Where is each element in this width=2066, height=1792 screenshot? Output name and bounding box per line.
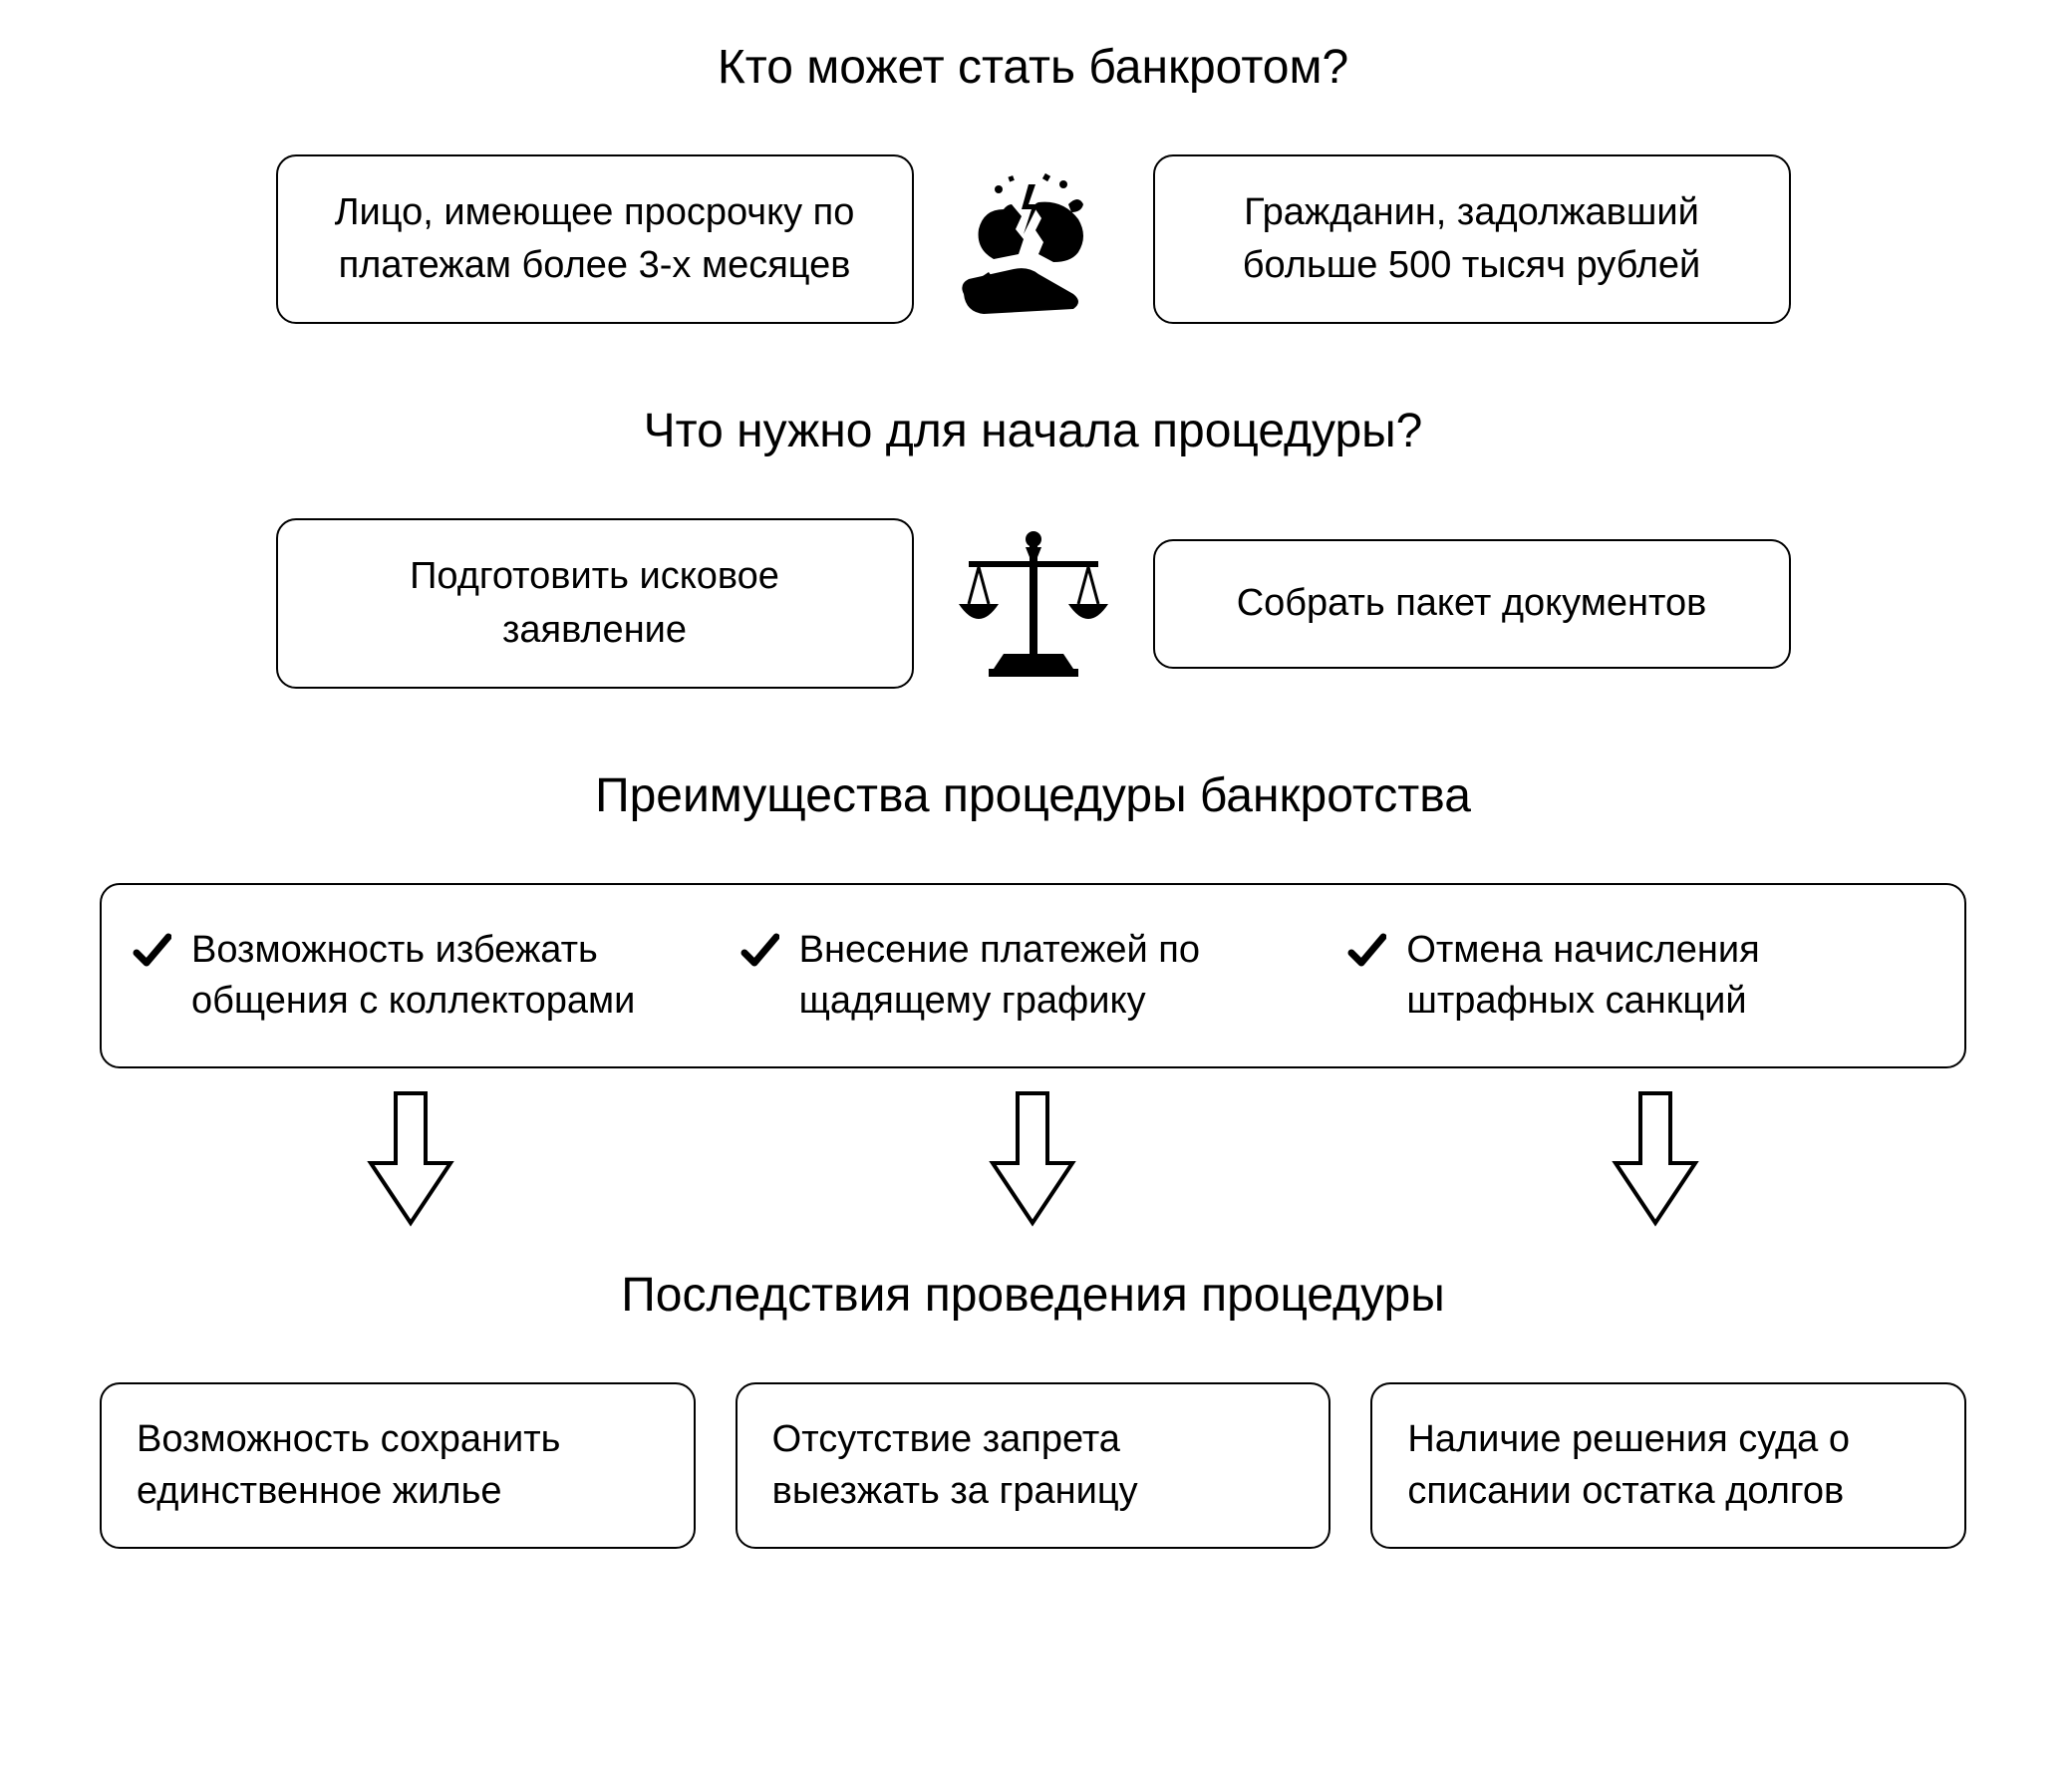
arrow-down-icon xyxy=(361,1088,460,1228)
consequence-text-2: Отсутствие запрета выезжать за границу xyxy=(772,1414,1295,1517)
check-icon xyxy=(1346,931,1386,971)
check-icon xyxy=(739,931,779,971)
section-who-can-bankrupt: Кто может стать банкротом? Лицо, имеющее… xyxy=(60,40,2006,324)
consequence-text-1: Возможность сохранить единственное жилье xyxy=(137,1414,659,1517)
section-consequences: Последствия проведения процедуры Возможн… xyxy=(60,1268,2006,1549)
section3-title: Преимущества процедуры банкротства xyxy=(60,768,2006,823)
advantage-item-2: Внесение платежей по щадящему графику xyxy=(739,925,1328,1028)
arrows-row xyxy=(100,1088,1966,1228)
consequence-box-3: Наличие решения суда о списании остатка … xyxy=(1370,1382,1966,1549)
section2-title: Что нужно для начала процедуры? xyxy=(60,404,2006,458)
section2-row: Подготовить исковое заявление xyxy=(60,518,2006,688)
section2-box-left-text: Подготовить исковое заявление xyxy=(318,550,872,656)
arrow-down-icon xyxy=(1606,1088,1705,1228)
consequences-row: Возможность сохранить единственное жилье… xyxy=(100,1382,1966,1549)
broken-piggy-bank-icon xyxy=(944,154,1123,324)
section-procedure-start: Что нужно для начала процедуры? Подготов… xyxy=(60,404,2006,688)
section1-box-right-text: Гражданин, задолжавший больше 500 тысяч … xyxy=(1195,186,1749,292)
check-icon xyxy=(132,931,171,971)
consequence-text-3: Наличие решения суда о списании остатка … xyxy=(1407,1414,1929,1517)
advantage-item-1: Возможность избежать общения с коллектор… xyxy=(132,925,720,1028)
advantage-text-3: Отмена начисления штрафных санкций xyxy=(1406,925,1934,1028)
section2-box-right: Собрать пакет документов xyxy=(1153,539,1791,669)
section1-box-right: Гражданин, задолжавший больше 500 тысяч … xyxy=(1153,154,1791,324)
scales-of-justice-icon xyxy=(944,519,1123,689)
section1-title: Кто может стать банкротом? xyxy=(60,40,2006,95)
advantage-item-3: Отмена начисления штрафных санкций xyxy=(1346,925,1934,1028)
section2-box-right-text: Собрать пакет документов xyxy=(1237,577,1707,630)
section4-title: Последствия проведения процедуры xyxy=(60,1268,2006,1323)
section1-box-left-text: Лицо, имеющее просрочку по платежам боле… xyxy=(318,186,872,292)
section1-row: Лицо, имеющее просрочку по платежам боле… xyxy=(60,154,2006,324)
advantages-container: Возможность избежать общения с коллектор… xyxy=(100,883,1966,1069)
advantage-text-2: Внесение платежей по щадящему графику xyxy=(799,925,1328,1028)
advantage-text-1: Возможность избежать общения с коллектор… xyxy=(191,925,720,1028)
consequence-box-2: Отсутствие запрета выезжать за границу xyxy=(736,1382,1331,1549)
arrow-down-icon xyxy=(983,1088,1082,1228)
consequence-box-1: Возможность сохранить единственное жилье xyxy=(100,1382,696,1549)
section-advantages: Преимущества процедуры банкротства Возмо… xyxy=(60,768,2006,1069)
section2-box-left: Подготовить исковое заявление xyxy=(276,518,914,688)
section1-box-left: Лицо, имеющее просрочку по платежам боле… xyxy=(276,154,914,324)
